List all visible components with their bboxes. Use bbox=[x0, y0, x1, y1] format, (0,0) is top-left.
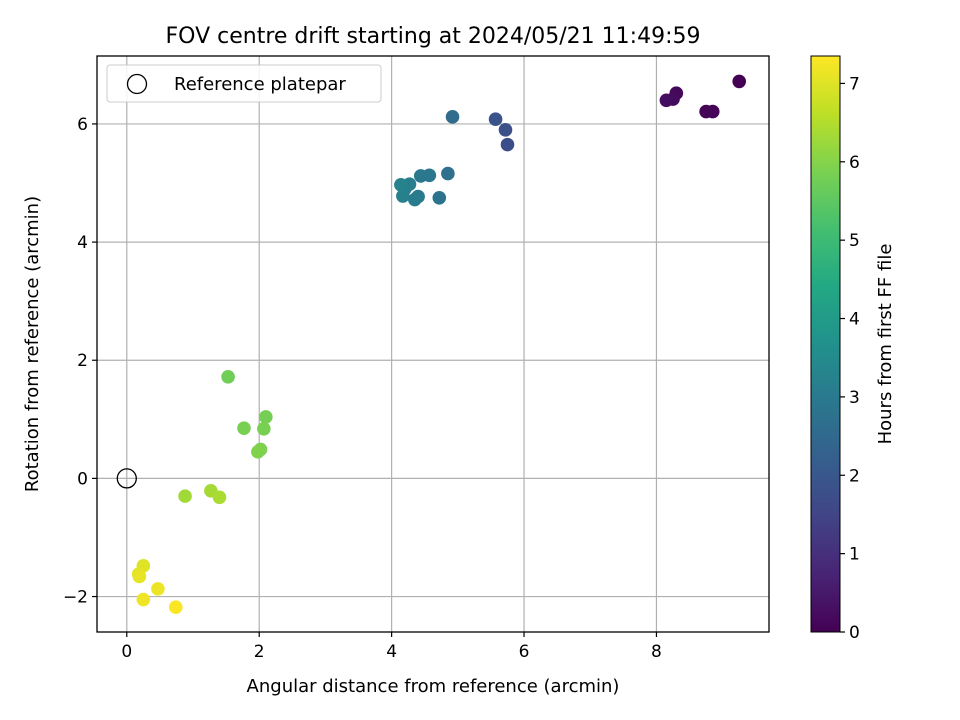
scatter-point bbox=[132, 569, 147, 584]
colorbar-tick-label: 7 bbox=[849, 74, 860, 94]
scatter-point bbox=[699, 104, 713, 119]
data-points bbox=[116, 74, 747, 614]
legend-box bbox=[106, 64, 382, 103]
legend-label: Reference platepar bbox=[174, 74, 346, 95]
scatter-point bbox=[136, 592, 151, 607]
scatter-point bbox=[498, 123, 513, 137]
scatter-point bbox=[441, 166, 455, 181]
scatter-point bbox=[488, 112, 503, 127]
legend: Reference platepar bbox=[106, 64, 382, 103]
y-tick-label: 2 bbox=[77, 351, 88, 371]
colorbar-tick-label: 2 bbox=[849, 466, 860, 486]
colorbar-tick-label: 5 bbox=[849, 231, 860, 251]
scatter-point bbox=[659, 93, 674, 108]
y-axis-label: Rotation from reference (arcmin) bbox=[22, 196, 43, 492]
colorbar-tick-label: 3 bbox=[849, 388, 860, 408]
x-tick-label: 8 bbox=[651, 642, 662, 662]
x-axis-label: Angular distance from reference (arcmin) bbox=[247, 676, 620, 697]
x-tick-label: 2 bbox=[254, 642, 265, 662]
scatter-point bbox=[178, 489, 192, 503]
grid-lines bbox=[97, 56, 769, 632]
scatter-point bbox=[212, 490, 227, 505]
scatter-point bbox=[732, 74, 747, 89]
scatter-point bbox=[407, 192, 422, 207]
scatter-point bbox=[432, 190, 447, 205]
scatter-point bbox=[237, 421, 251, 435]
x-tick-label: 0 bbox=[121, 642, 132, 662]
colorbar-ticks: 0 1 2 3 4 5 6 7 bbox=[840, 74, 860, 643]
y-axis-ticks: −2 0 2 4 6 bbox=[63, 115, 97, 608]
x-axis-ticks: 0 2 4 6 8 bbox=[121, 632, 662, 662]
colorbar-tick-label: 1 bbox=[849, 545, 860, 565]
colorbar-label: Hours from first FF file bbox=[875, 244, 896, 445]
legend-marker-icon bbox=[126, 73, 148, 95]
chart-title: FOV centre drift starting at 2024/05/21 … bbox=[166, 24, 701, 49]
colorbar: 0 1 2 3 4 5 6 7 Hours from first FF file bbox=[810, 55, 896, 643]
scatter-point bbox=[394, 177, 408, 192]
colorbar-gradient bbox=[810, 55, 841, 633]
x-tick-label: 4 bbox=[386, 642, 397, 662]
scatter-point bbox=[445, 110, 460, 124]
scatter-point bbox=[168, 600, 183, 614]
scatter-point bbox=[396, 189, 410, 203]
scatter-point bbox=[151, 582, 165, 596]
scatter-point bbox=[221, 369, 235, 384]
y-tick-label: 6 bbox=[77, 115, 88, 135]
plot-frame bbox=[96, 55, 770, 633]
colorbar-tick-label: 6 bbox=[849, 153, 860, 173]
scatter-point bbox=[500, 137, 515, 152]
scatter-point bbox=[251, 445, 265, 459]
y-tick-label: 0 bbox=[77, 469, 88, 489]
scatter-point bbox=[259, 410, 273, 424]
scatter-point bbox=[413, 169, 428, 183]
colorbar-tick-label: 4 bbox=[849, 310, 860, 330]
x-tick-label: 6 bbox=[519, 642, 530, 662]
colorbar-tick-label: 0 bbox=[849, 623, 860, 643]
y-tick-label: −2 bbox=[63, 588, 88, 608]
reference-point-marker bbox=[116, 468, 137, 489]
y-tick-label: 4 bbox=[77, 233, 88, 253]
scatter-point bbox=[257, 421, 271, 436]
